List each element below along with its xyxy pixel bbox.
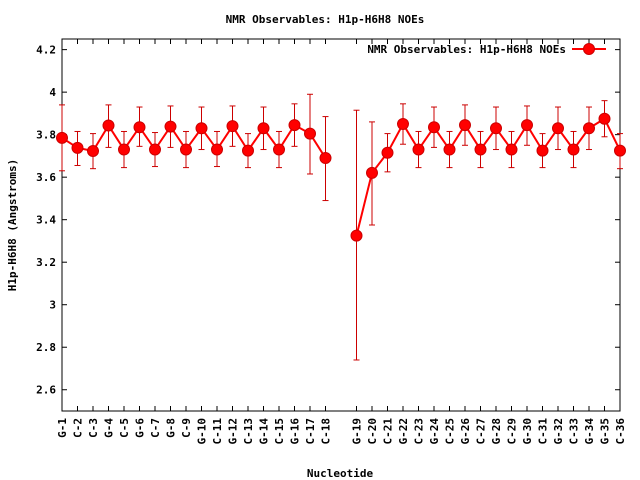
x-tick-label: G-26 <box>459 418 472 445</box>
data-point <box>397 118 409 131</box>
data-point <box>381 146 394 159</box>
x-tick-label: G-6 <box>134 418 147 438</box>
data-point <box>567 143 580 156</box>
x-tick-label: G-14 <box>258 418 271 445</box>
x-tick-label: G-32 <box>552 418 565 445</box>
data-point <box>257 122 270 135</box>
y-tick-label: 3.4 <box>36 214 56 227</box>
data-point <box>242 144 254 157</box>
chart-title: NMR Observables: H1p-H6H8 NOEs <box>226 13 425 26</box>
y-axis-label: H1p-H6H8 (Angstroms) <box>6 159 19 291</box>
data-point <box>118 143 130 156</box>
x-tick-label: G-19 <box>351 418 364 445</box>
x-tick-label: G-10 <box>196 418 209 445</box>
x-tick-label: C-27 <box>475 418 488 445</box>
data-point <box>195 122 208 135</box>
legend: NMR Observables: H1p-H6H8 NOEs <box>367 43 606 56</box>
series-line-segment <box>355 117 621 236</box>
data-point <box>598 112 611 125</box>
y-tick-label: 3.6 <box>36 171 56 184</box>
x-tick-label: C-21 <box>382 418 395 445</box>
x-tick-label: C-29 <box>506 418 519 445</box>
x-tick-label: C-36 <box>614 418 627 445</box>
y-tick-label: 3.2 <box>36 256 56 269</box>
x-tick-label: C-5 <box>118 418 131 438</box>
x-tick-label: C-31 <box>537 418 550 445</box>
data-point <box>350 229 363 242</box>
x-tick-label: C-25 <box>444 418 457 445</box>
x-axis-label: Nucleotide <box>307 467 374 480</box>
x-tick-label: C-9 <box>180 418 193 438</box>
y-tick-label: 2.6 <box>36 384 56 397</box>
data-point <box>319 152 332 165</box>
data-point <box>288 119 301 132</box>
data-point <box>552 122 564 135</box>
data-point <box>226 120 239 133</box>
data-point <box>459 119 471 132</box>
data-point <box>614 144 626 157</box>
data-point <box>56 131 68 144</box>
data-points <box>56 112 626 242</box>
x-tick-label: C-7 <box>149 418 162 438</box>
y-tick-label: 4 <box>49 86 56 99</box>
x-axis: G-1 C-2 C-3 G-4 C-5 G-6 C-7 G-8 C-9 G-10 C-11 G-12 C… <box>56 39 627 445</box>
x-tick-label: G-28 <box>490 418 503 445</box>
x-tick-label: C-13 <box>242 418 255 445</box>
data-point <box>273 143 285 156</box>
x-tick-label: G-4 <box>103 418 116 438</box>
y-tick-label: 3.8 <box>36 129 56 142</box>
x-tick-label: G-35 <box>599 418 612 445</box>
x-tick-label: C-23 <box>413 418 426 445</box>
x-tick-label: C-15 <box>273 418 286 445</box>
data-point <box>366 166 378 179</box>
y-tick-label: 2.8 <box>36 341 56 354</box>
y-tick-label: 3 <box>49 299 56 312</box>
data-point <box>102 119 115 132</box>
data-point <box>180 143 192 156</box>
data-point <box>521 119 533 132</box>
data-point <box>87 145 99 158</box>
data-point <box>412 143 425 156</box>
x-tick-label: G-34 <box>583 418 596 445</box>
y-axis: 2.6 2.8 3 3.2 3.4 3.6 3.8 4 4.2 <box>36 44 620 397</box>
x-tick-label: G-24 <box>428 418 441 445</box>
x-tick-label: G-30 <box>521 418 534 445</box>
data-point <box>505 143 518 156</box>
x-tick-label: C-17 <box>304 418 317 445</box>
data-point <box>71 141 84 154</box>
plot-frame <box>61 38 621 412</box>
x-tick-label: C-20 <box>366 418 379 445</box>
series-line <box>61 117 621 236</box>
x-tick-label: C-18 <box>320 418 333 445</box>
x-tick-label: G-22 <box>397 418 410 445</box>
data-point <box>133 121 146 134</box>
data-point <box>474 143 487 156</box>
y-tick-label: 4.2 <box>36 44 56 57</box>
series-line-segment <box>61 123 327 159</box>
data-point <box>428 121 440 134</box>
x-tick-label: C-2 <box>72 418 85 438</box>
data-point <box>149 143 161 156</box>
data-point <box>211 143 223 156</box>
x-tick-label: C-33 <box>568 418 581 445</box>
x-tick-label: C-3 <box>87 418 100 438</box>
data-point <box>583 122 595 135</box>
x-tick-label: G-8 <box>165 418 178 438</box>
x-tick-label: G-16 <box>289 418 302 445</box>
data-point <box>164 120 177 133</box>
x-tick-label: C-11 <box>211 418 224 445</box>
x-tick-label: G-1 <box>56 418 69 438</box>
data-point <box>490 122 502 135</box>
data-point <box>536 144 549 157</box>
legend-label: NMR Observables: H1p-H6H8 NOEs <box>367 43 566 56</box>
x-tick-label: G-12 <box>227 418 240 445</box>
data-point <box>443 143 456 156</box>
data-point <box>304 127 316 140</box>
legend-marker <box>583 43 595 55</box>
